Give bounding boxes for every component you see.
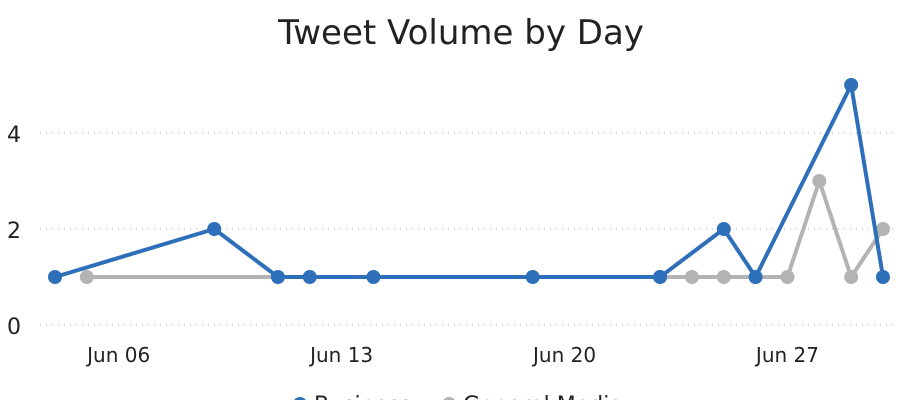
x-tick-label: Jun 20 bbox=[531, 343, 596, 367]
legend-marker bbox=[443, 397, 455, 400]
y-tick-label: 4 bbox=[7, 123, 21, 148]
data-point bbox=[302, 270, 317, 284]
data-point bbox=[207, 222, 222, 236]
chart-title: Tweet Volume by Day bbox=[277, 13, 644, 53]
data-point bbox=[876, 270, 890, 284]
x-tick-label: Jun 13 bbox=[308, 343, 373, 367]
data-point bbox=[780, 270, 795, 284]
data-point bbox=[748, 270, 763, 284]
legend-marker bbox=[294, 397, 306, 400]
data-point bbox=[48, 270, 62, 284]
data-point bbox=[876, 222, 890, 236]
x-tick-label: Jun 06 bbox=[85, 343, 150, 367]
data-point bbox=[716, 222, 731, 236]
data-point bbox=[812, 174, 827, 188]
y-tick-label: 0 bbox=[7, 315, 21, 340]
data-point bbox=[684, 270, 699, 284]
data-point bbox=[525, 270, 540, 284]
x-tick-label: Jun 27 bbox=[754, 343, 819, 367]
data-point bbox=[270, 270, 285, 284]
legend-label: Business bbox=[314, 393, 411, 400]
data-point bbox=[844, 270, 859, 284]
series-line bbox=[54, 83, 885, 279]
data-point bbox=[366, 270, 381, 284]
data-point bbox=[844, 78, 859, 92]
legend-label: General Media bbox=[463, 393, 623, 400]
data-point bbox=[79, 270, 94, 284]
y-tick-label: 2 bbox=[7, 219, 21, 244]
data-point bbox=[716, 270, 731, 284]
data-point bbox=[653, 270, 668, 284]
